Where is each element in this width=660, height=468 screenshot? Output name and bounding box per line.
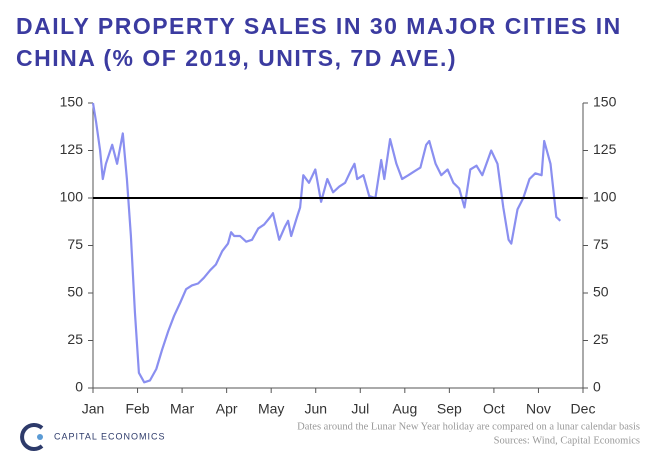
data-line (91, 102, 562, 384)
y2-tick-label: 150 (593, 94, 617, 110)
y-tick-label: 125 (60, 141, 84, 157)
y2-tick-label: 125 (593, 141, 617, 157)
y-tick-label: 0 (75, 379, 83, 395)
x-tick-label: Aug (392, 401, 417, 417)
y2-tick-label: 50 (593, 284, 609, 300)
y2-tick-label: 75 (593, 236, 609, 252)
source: Sources: Wind, Capital Economics (494, 435, 640, 446)
chart-title: CHINA (% OF 2019, UNITS, 7D AVE.) (16, 45, 457, 71)
y2-tick-label: 0 (593, 379, 601, 395)
x-tick-label: Apr (216, 401, 238, 417)
y-tick-label: 100 (60, 189, 84, 205)
x-tick-label: Dec (571, 401, 596, 417)
x-tick-label: Jun (304, 401, 327, 417)
chart-title: DAILY PROPERTY SALES IN 30 MAJOR CITIES … (16, 13, 622, 39)
y2-tick-label: 25 (593, 331, 609, 347)
y-tick-label: 25 (67, 331, 83, 347)
y2-tick-label: 100 (593, 189, 617, 205)
y-tick-label: 50 (67, 284, 83, 300)
x-tick-label: Oct (483, 401, 505, 417)
x-tick-label: Jul (351, 401, 369, 417)
logo-text: CAPITAL ECONOMICS (54, 431, 166, 441)
x-tick-label: May (258, 401, 284, 417)
logo-icon (20, 423, 44, 451)
x-tick-label: Sep (437, 401, 462, 417)
x-tick-label: Feb (125, 401, 149, 417)
x-tick-label: Jan (82, 401, 105, 417)
y-tick-label: 75 (67, 236, 83, 252)
x-tick-label: Mar (170, 401, 194, 417)
x-tick-label: Nov (526, 401, 551, 417)
footnote: Dates around the Lunar New Year holiday … (297, 421, 640, 432)
y-tick-label: 150 (60, 94, 84, 110)
